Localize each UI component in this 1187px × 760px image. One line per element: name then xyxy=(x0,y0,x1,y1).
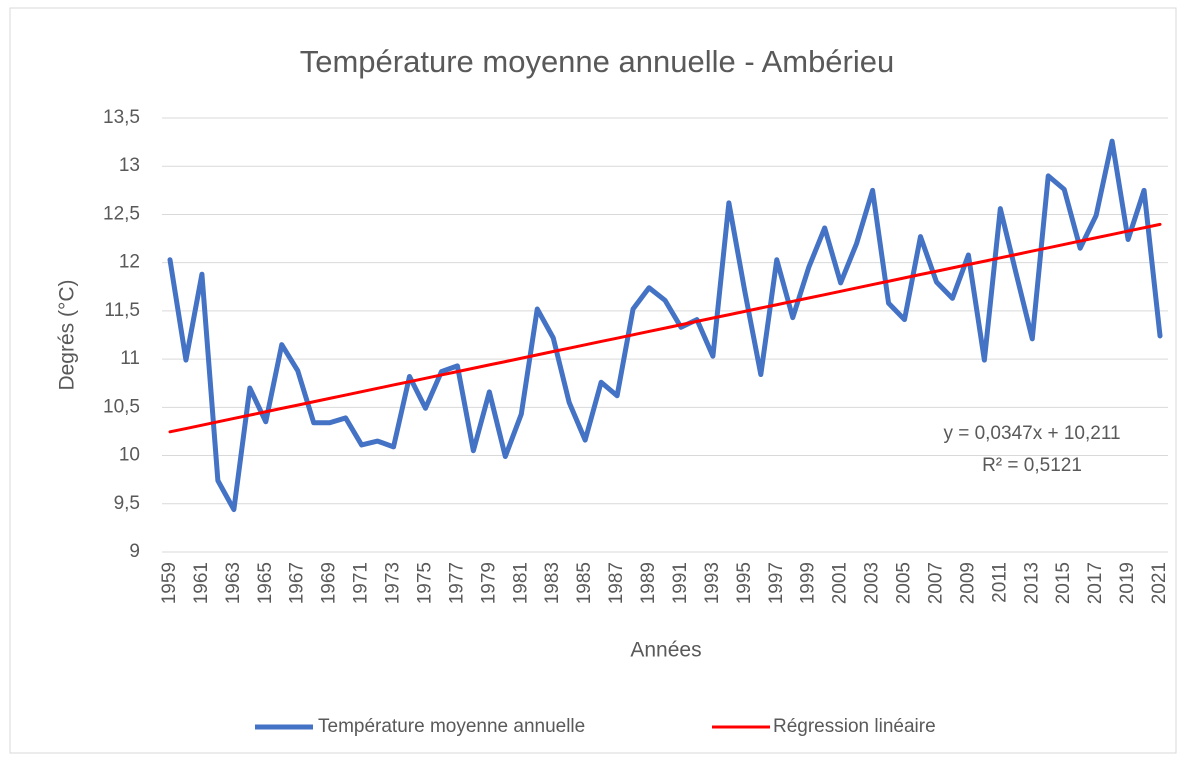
y-tick-label: 10 xyxy=(119,445,140,466)
x-tick-label: 2009 xyxy=(957,562,978,604)
x-tick-label: 1963 xyxy=(223,562,244,604)
equation: y = 0,0347x + 10,211 xyxy=(943,423,1120,444)
x-tick-label: 1997 xyxy=(766,562,787,604)
y-tick-label: 13 xyxy=(119,155,140,176)
x-tick-label: 1985 xyxy=(574,562,595,604)
y-tick-label: 9 xyxy=(129,541,140,562)
x-tick-label: 1981 xyxy=(510,562,531,604)
x-tick-label: 1967 xyxy=(287,562,308,604)
chart-title: Température moyenne annuelle - Ambérieu xyxy=(300,44,895,79)
series-line xyxy=(168,222,1162,434)
legend-label: Température moyenne annuelle xyxy=(318,716,585,737)
x-axis-label: Années xyxy=(630,639,701,662)
y-tick-label: 9,5 xyxy=(114,493,140,514)
y-tick-label: 12 xyxy=(119,252,140,273)
x-tick-label: 1993 xyxy=(702,562,723,604)
x-tick-label: 2015 xyxy=(1053,562,1074,604)
x-tick-label: 2003 xyxy=(862,562,883,604)
x-tick-label: 2011 xyxy=(989,562,1010,603)
x-tick-label: 1971 xyxy=(351,562,372,604)
x-tick-label: 1977 xyxy=(446,562,467,604)
y-tick-label: 11,5 xyxy=(104,300,140,321)
y-tick-label: 13,5 xyxy=(103,107,140,128)
y-axis-label: Degrés (°C) xyxy=(56,279,79,390)
x-tick-label: 1995 xyxy=(734,562,755,604)
y-tick-label: 12,5 xyxy=(103,203,140,224)
y-tick-label: 11 xyxy=(120,348,140,369)
x-tick-label: 2017 xyxy=(1085,562,1106,604)
x-tick-label: 2001 xyxy=(830,562,851,604)
x-tick-label: 1991 xyxy=(670,562,691,604)
chart-border xyxy=(9,7,1177,754)
x-tick-label: 1965 xyxy=(255,562,276,604)
x-tick-label: 1979 xyxy=(478,562,499,604)
y-tick-label: 10,5 xyxy=(103,396,140,417)
x-tick-label: 1969 xyxy=(319,562,340,604)
x-tick-label: 2013 xyxy=(1021,562,1042,604)
r-squared: R² = 0,5121 xyxy=(982,455,1082,476)
legend-label: Régression linéaire xyxy=(773,716,936,737)
x-tick-label: 1989 xyxy=(638,562,659,604)
x-tick-label: 1959 xyxy=(159,562,180,604)
x-tick-label: 2005 xyxy=(894,562,915,604)
x-tick-label: 1961 xyxy=(191,562,212,604)
x-tick-label: 2007 xyxy=(925,562,946,604)
x-tick-label: 1973 xyxy=(383,562,404,604)
x-tick-label: 2019 xyxy=(1117,562,1138,604)
x-tick-label: 1987 xyxy=(606,562,627,604)
x-tick-label: 1999 xyxy=(798,562,819,604)
x-tick-label: 1975 xyxy=(414,562,435,604)
x-tick-label: 2021 xyxy=(1149,562,1170,604)
x-tick-label: 1983 xyxy=(542,562,563,604)
